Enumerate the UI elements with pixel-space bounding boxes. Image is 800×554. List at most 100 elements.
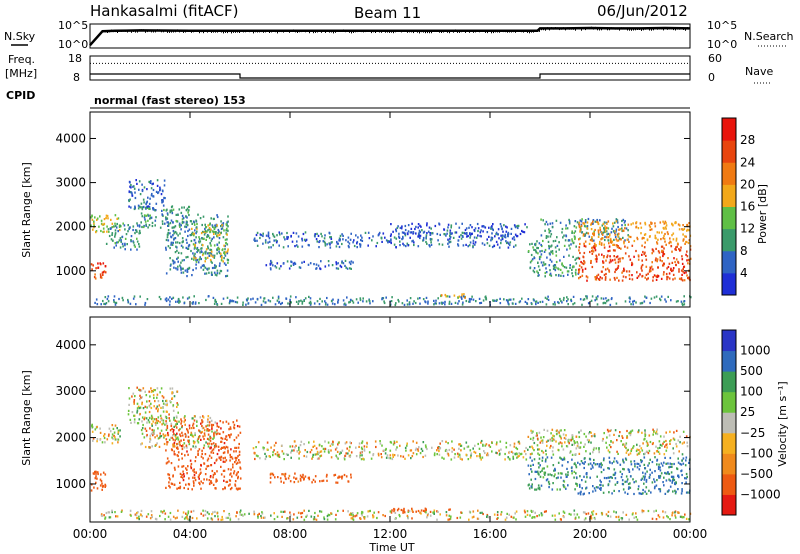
- scatter-cell: [607, 483, 610, 486]
- scatter-cell: [654, 234, 657, 237]
- scatter-cell: [260, 234, 263, 237]
- scatter-cell: [281, 444, 283, 447]
- scatter-cell: [396, 509, 399, 512]
- scatter-cell: [639, 222, 642, 225]
- scatter-cell: [507, 456, 509, 459]
- scatter-cell: [171, 212, 174, 215]
- scatter-cell: [629, 434, 632, 437]
- scatter-cell: [149, 214, 151, 217]
- scatter-cell: [230, 468, 232, 471]
- scatter-cell: [224, 460, 226, 463]
- scatter-cell: [678, 228, 681, 231]
- scatter-cell: [343, 473, 346, 477]
- scatter-cell: [239, 431, 242, 434]
- scatter-cell: [545, 458, 547, 461]
- scatter-cell: [355, 455, 358, 458]
- scatter-cell: [332, 443, 334, 446]
- scatter-cell: [613, 473, 616, 476]
- scatter-cell: [640, 232, 642, 235]
- scatter-cell: [220, 231, 222, 234]
- scatter-cell: [197, 450, 199, 453]
- scatter-cell: [588, 235, 591, 238]
- scatter-cell: [292, 263, 295, 266]
- scatter-cell: [186, 270, 189, 273]
- scatter-cell: [672, 269, 674, 272]
- scatter-cell: [199, 472, 201, 475]
- scatter-cell: [168, 417, 170, 420]
- scatter-cell: [449, 236, 452, 239]
- scatter-cell: [547, 295, 549, 298]
- scatter-cell: [171, 205, 174, 208]
- scatter-cell: [649, 473, 651, 476]
- scatter-cell: [114, 232, 117, 235]
- nsky-jitter-point: [557, 27, 558, 30]
- scatter-cell: [634, 462, 636, 466]
- nsky-jitter-point: [545, 28, 546, 31]
- scatter-cell: [207, 428, 209, 431]
- scatter-cell: [499, 452, 501, 455]
- scatter-cell: [668, 277, 671, 280]
- scatter-cell: [156, 387, 159, 390]
- scatter-cell: [590, 222, 593, 225]
- scatter-cell: [670, 299, 672, 302]
- scatter-cell: [192, 424, 194, 427]
- scatter-cell: [364, 231, 367, 234]
- scatter-cell: [161, 189, 164, 192]
- scatter-cell: [228, 428, 230, 431]
- scatter-cell: [406, 299, 408, 302]
- nsky-jitter-point: [319, 29, 320, 32]
- scatter-cell: [317, 234, 320, 237]
- scatter-cell: [526, 302, 528, 305]
- scatter-cell: [407, 244, 409, 247]
- scatter-cell: [538, 268, 541, 271]
- scatter-cell: [616, 439, 618, 442]
- scatter-cell: [600, 471, 603, 474]
- scatter-cell: [237, 487, 240, 490]
- nsky-jitter-point: [457, 30, 458, 33]
- scatter-cell: [404, 224, 407, 228]
- nsky-jitter-point: [261, 30, 262, 33]
- scatter-cell: [114, 301, 117, 304]
- scatter-cell: [612, 473, 615, 476]
- scatter-cell: [681, 459, 683, 462]
- nsky-jitter-point: [563, 27, 564, 30]
- nsky-jitter-point: [189, 29, 190, 32]
- scatter-cell: [586, 221, 589, 224]
- scatter-cell: [179, 444, 181, 447]
- scatter-cell: [104, 303, 107, 306]
- scatter-cell: [316, 457, 319, 460]
- scatter-cell: [407, 454, 410, 457]
- scatter-cell: [216, 269, 219, 272]
- scatter-cell: [437, 446, 439, 449]
- scatter-cell: [448, 448, 451, 452]
- scatter-cell: [134, 245, 136, 248]
- scatter-cell: [591, 295, 594, 298]
- scatter-cell: [637, 254, 640, 257]
- scatter-cell: [404, 228, 407, 232]
- scatter-cell: [607, 476, 610, 479]
- scatter-cell: [511, 237, 514, 240]
- scatter-cell: [126, 243, 128, 246]
- scatter-cell: [403, 507, 405, 510]
- scatter-cell: [625, 513, 628, 516]
- scatter-cell: [445, 295, 447, 298]
- scatter-cell: [278, 267, 281, 270]
- scatter-cell: [213, 227, 215, 230]
- scatter-cell: [390, 511, 393, 514]
- scatter-cell: [629, 452, 632, 455]
- scatter-cell: [216, 458, 218, 461]
- scatter-cell: [272, 232, 274, 236]
- scatter-cell: [603, 229, 606, 232]
- scatter-cell: [481, 225, 483, 228]
- scatter-cell: [559, 429, 561, 432]
- scatter-cell: [502, 230, 504, 233]
- nsky-jitter-point: [467, 29, 468, 32]
- scatter-cell: [406, 303, 409, 306]
- scatter-cell: [208, 479, 211, 482]
- scatter-cell: [306, 514, 308, 517]
- scatter-cell: [275, 266, 278, 269]
- scatter-cell: [175, 232, 178, 235]
- nsky-jitter-point: [511, 30, 512, 33]
- scatter-cell: [99, 273, 102, 276]
- scatter-cell: [298, 452, 300, 455]
